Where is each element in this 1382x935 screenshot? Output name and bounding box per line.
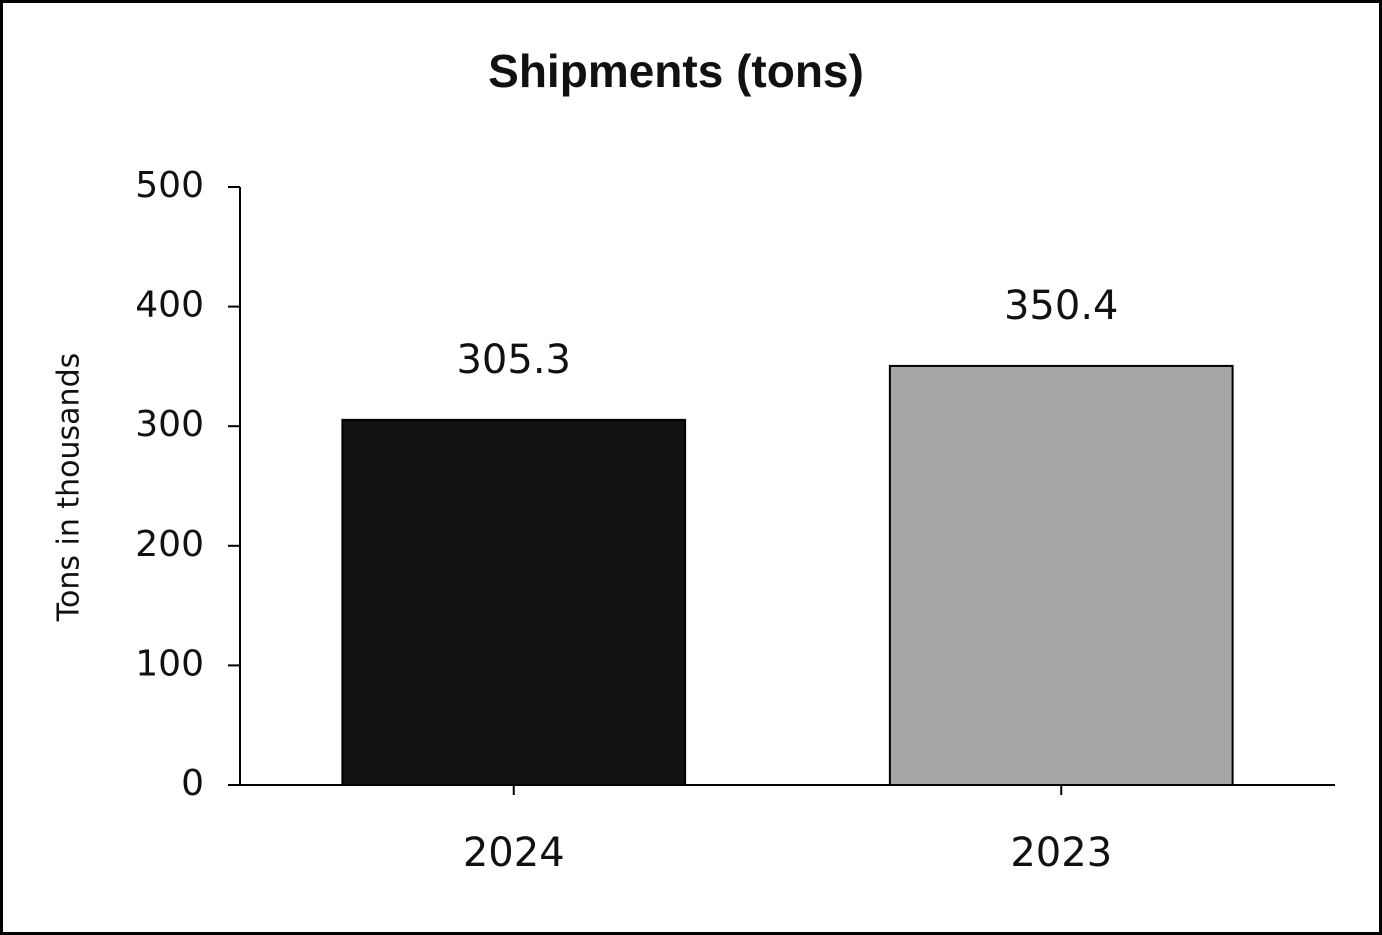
x-tick-label: 2024	[463, 830, 565, 876]
y-tick-label: 200	[135, 524, 204, 565]
y-axis-label: Tons in thousands	[52, 353, 87, 623]
value-label: 305.3	[456, 337, 571, 383]
value-label: 350.4	[1004, 283, 1119, 329]
y-tick-label: 400	[135, 285, 204, 326]
bar	[341, 418, 687, 786]
bar	[888, 364, 1234, 786]
y-tick-label: 0	[181, 763, 204, 804]
y-tick-label: 500	[135, 165, 204, 206]
y-tick-label: 300	[135, 404, 204, 445]
x-tick-label: 2023	[1010, 830, 1112, 876]
chart-title: Shipments (tons)	[488, 45, 864, 97]
y-tick-label: 100	[135, 643, 204, 684]
